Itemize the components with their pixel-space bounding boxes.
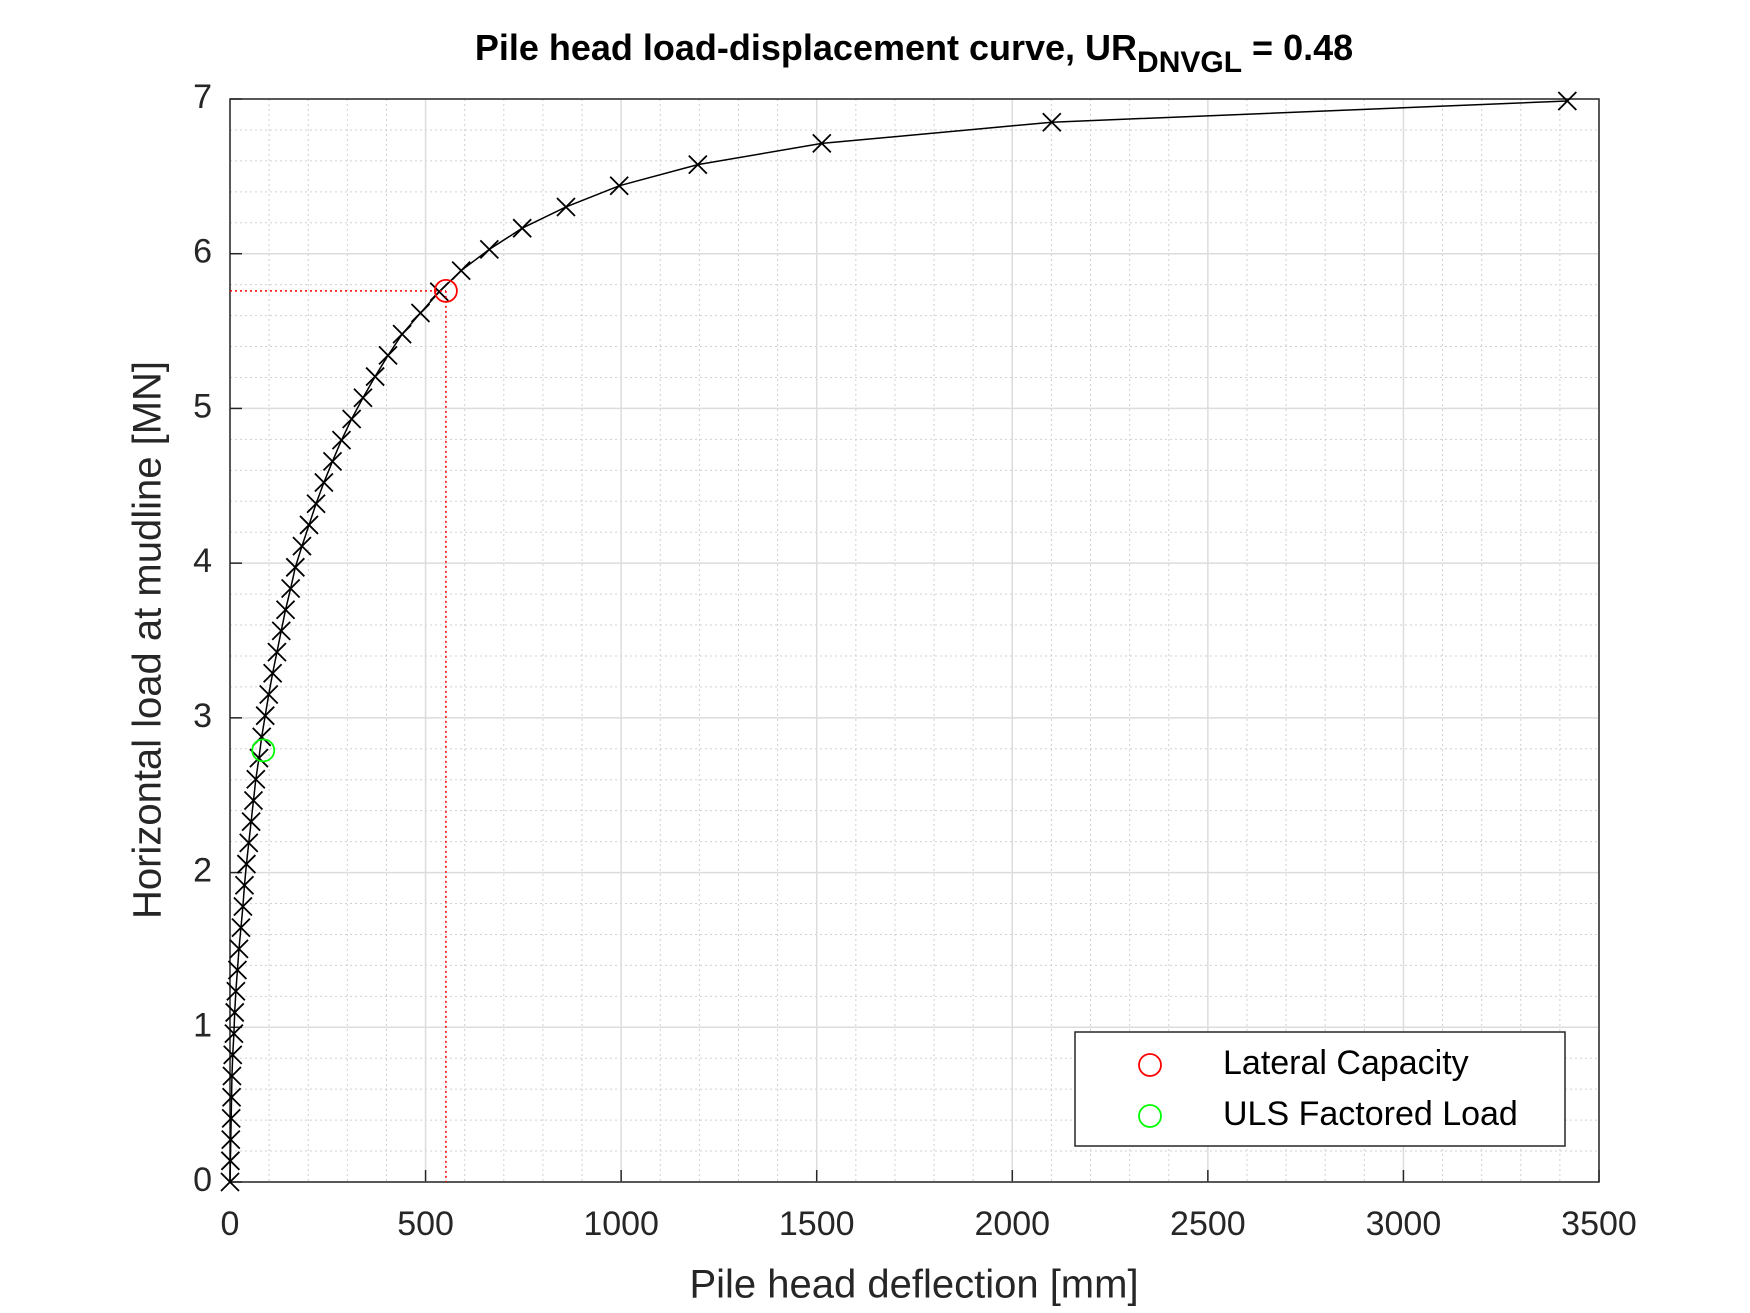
point-marker xyxy=(512,218,532,238)
point-marker xyxy=(285,557,305,577)
point-marker xyxy=(221,1108,241,1129)
y-tick-label: 2 xyxy=(193,852,212,890)
point-marker xyxy=(609,176,629,196)
point-marker xyxy=(243,790,264,811)
legend-marker xyxy=(1138,1104,1162,1128)
point-marker xyxy=(233,896,253,917)
point-marker xyxy=(392,324,412,344)
point-marker xyxy=(221,1129,241,1150)
point-marker xyxy=(271,621,291,641)
point-marker xyxy=(322,451,343,471)
point-marker xyxy=(251,738,276,763)
point-marker xyxy=(299,515,319,535)
x-tick-label: 2000 xyxy=(974,1205,1050,1243)
point-marker xyxy=(556,197,576,217)
point-marker xyxy=(222,1066,242,1086)
point-marker xyxy=(221,1087,242,1107)
x-tick-label: 500 xyxy=(397,1205,454,1243)
point-marker xyxy=(378,345,398,365)
y-tick-label: 6 xyxy=(193,233,212,271)
point-marker xyxy=(292,536,312,556)
point-marker xyxy=(225,1002,245,1023)
point-marker xyxy=(224,1023,244,1044)
legend-label: Lateral Capacity xyxy=(1223,1044,1469,1082)
title-suffix: = 0.48 xyxy=(1252,27,1353,68)
point-marker xyxy=(331,430,352,450)
y-axis-label: Horizontal load at mudline [MN] xyxy=(126,361,170,919)
point-marker xyxy=(220,1151,241,1171)
point-marker xyxy=(246,769,266,789)
x-tick-label: 3500 xyxy=(1561,1205,1637,1243)
point-marker xyxy=(227,960,248,980)
x-axis-label: Pile head deflection [mm] xyxy=(689,1263,1138,1307)
y-tick-label: 1 xyxy=(193,1006,212,1044)
point-marker xyxy=(275,600,296,620)
point-marker xyxy=(241,812,261,832)
chart-title: Pile head load-displacement curve, URDNV… xyxy=(475,27,1353,79)
y-tick-label: 4 xyxy=(193,542,212,580)
point-marker xyxy=(434,278,458,303)
point-marker xyxy=(239,833,259,853)
x-tick-label: 2500 xyxy=(1170,1205,1246,1243)
point-marker xyxy=(262,663,283,683)
x-tick-label: 1500 xyxy=(779,1205,855,1243)
legend-box xyxy=(1074,1031,1566,1147)
point-marker xyxy=(353,388,373,408)
title-main: Pile head load-displacement curve, UR xyxy=(475,27,1137,68)
point-marker xyxy=(688,154,708,175)
point-marker xyxy=(1557,91,1577,111)
point-marker xyxy=(226,981,246,1001)
point-marker xyxy=(410,303,431,323)
point-marker xyxy=(306,494,326,514)
point-marker xyxy=(812,133,832,154)
plot-frame xyxy=(229,98,1600,1183)
point-marker xyxy=(259,684,279,705)
legend-marker xyxy=(1138,1053,1162,1077)
y-tick-label: 5 xyxy=(193,387,212,425)
point-marker xyxy=(314,472,334,493)
point-marker xyxy=(365,366,385,387)
x-tick-label: 3000 xyxy=(1366,1205,1442,1243)
y-tick-label: 7 xyxy=(193,78,212,116)
point-marker xyxy=(267,642,287,662)
point-marker xyxy=(223,1045,243,1065)
point-marker xyxy=(220,1172,240,1192)
title-subscript: DNVGL xyxy=(1137,46,1242,79)
point-marker xyxy=(229,939,249,959)
point-marker xyxy=(1042,112,1062,132)
y-tick-label: 3 xyxy=(193,697,212,735)
y-tick-label: 0 xyxy=(193,1161,212,1199)
point-marker xyxy=(342,409,362,429)
x-tick-label: 0 xyxy=(221,1205,240,1243)
point-marker xyxy=(231,918,251,938)
x-tick-label: 1000 xyxy=(583,1205,659,1243)
point-marker xyxy=(451,260,471,281)
point-marker xyxy=(280,578,301,599)
point-marker xyxy=(255,706,275,726)
legend-label: ULS Factored Load xyxy=(1223,1095,1518,1133)
point-marker xyxy=(479,239,499,260)
point-marker xyxy=(234,875,255,895)
point-marker xyxy=(236,854,257,874)
